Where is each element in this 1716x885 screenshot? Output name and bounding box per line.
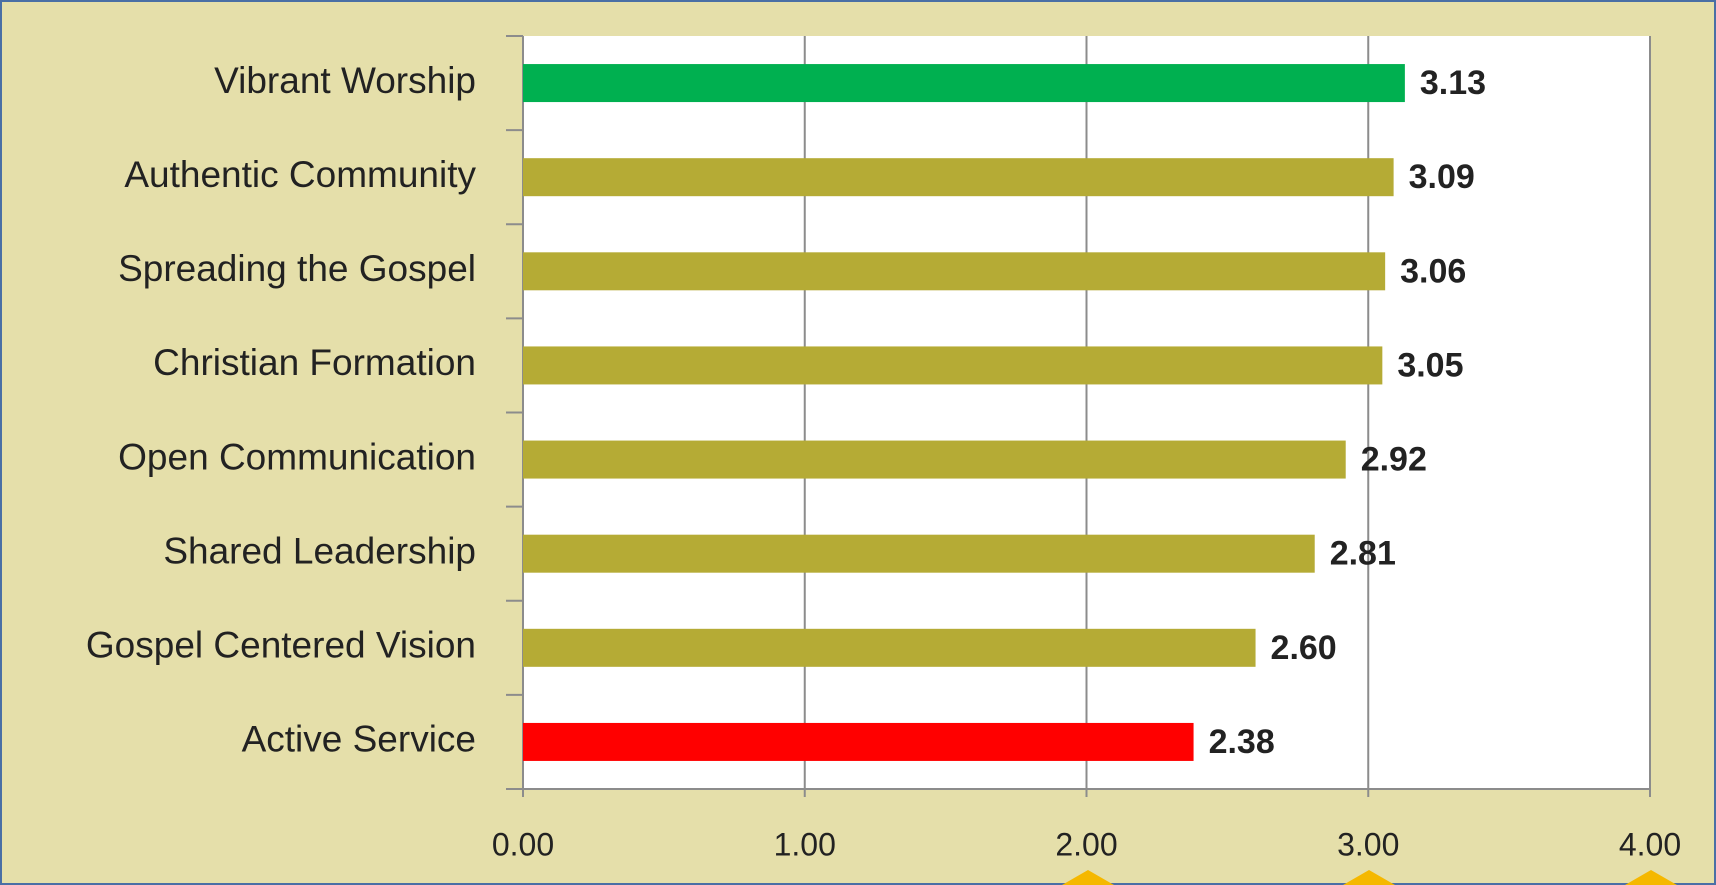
- bar: [523, 628, 1256, 667]
- bar: [523, 158, 1394, 197]
- data-label: 2.81: [1330, 535, 1396, 573]
- y-tick-label: Authentic Community: [124, 154, 476, 195]
- data-label: 3.06: [1400, 252, 1466, 290]
- y-tick-label: Shared Leadership: [163, 530, 476, 571]
- decoration: [1625, 870, 1677, 885]
- bar: [523, 252, 1386, 291]
- y-tick-label: Gospel Centered Vision: [86, 625, 476, 666]
- x-tick-label: 4.00: [1619, 826, 1681, 862]
- bar: [523, 64, 1405, 103]
- data-label: 2.92: [1361, 441, 1427, 479]
- y-tick-label: Vibrant Worship: [214, 60, 476, 101]
- x-tick-label: 2.00: [1055, 826, 1117, 862]
- data-label: 2.60: [1271, 629, 1337, 667]
- bar: [523, 440, 1346, 479]
- x-tick-label: 1.00: [774, 826, 836, 862]
- y-tick-label: Christian Formation: [153, 342, 476, 383]
- bar: [523, 346, 1383, 385]
- bar: [523, 722, 1194, 761]
- y-tick-label: Open Communication: [118, 436, 476, 477]
- data-label: 2.38: [1209, 723, 1275, 761]
- x-tick-label: 3.00: [1337, 826, 1399, 862]
- data-label: 3.05: [1397, 346, 1463, 384]
- x-tick-label: 0.00: [492, 826, 554, 862]
- data-label: 3.13: [1420, 64, 1486, 102]
- bar: [523, 534, 1315, 573]
- y-tick-label: Active Service: [242, 719, 476, 760]
- decoration: [1343, 870, 1395, 885]
- y-tick-label: Spreading the Gospel: [118, 248, 476, 289]
- data-label: 3.09: [1409, 158, 1475, 196]
- decoration: [1062, 870, 1114, 885]
